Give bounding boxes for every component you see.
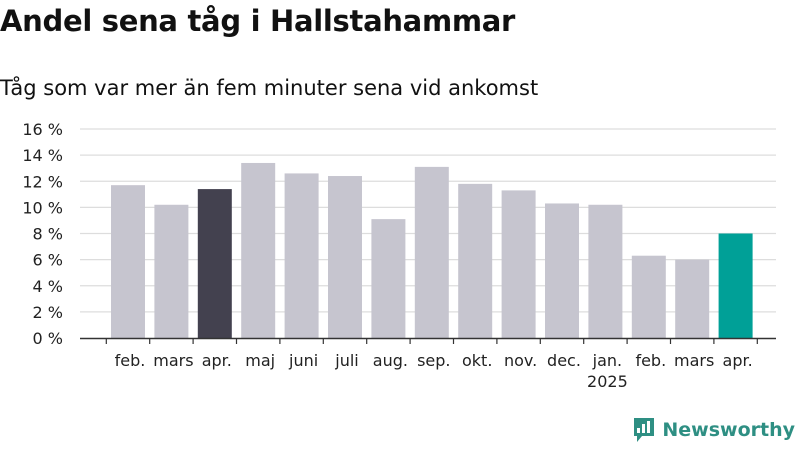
x-tick-label: okt. xyxy=(462,351,492,370)
x-tick-label: dec. xyxy=(547,351,581,370)
x-tick-label: sep. xyxy=(417,351,450,370)
newsworthy-logo[interactable]: Newsworthy xyxy=(632,415,795,445)
x-tick-label: apr. xyxy=(202,351,232,370)
y-tick-label: 16 % xyxy=(22,120,63,139)
x-tick-label: mars xyxy=(153,351,193,370)
x-tick-label: feb. xyxy=(635,351,666,370)
y-tick-label: 12 % xyxy=(22,172,63,191)
bar xyxy=(631,255,666,338)
x-tick-label: apr. xyxy=(723,351,753,370)
bar xyxy=(197,189,232,338)
x-tick-label: feb. xyxy=(115,351,146,370)
x-tick-label: juni xyxy=(288,351,318,370)
bar xyxy=(414,166,449,338)
x-tick-label: jan. xyxy=(592,351,622,370)
x-tick-label: aug. xyxy=(373,351,408,370)
x-tick-label: mars xyxy=(674,351,714,370)
bar xyxy=(284,173,319,338)
chart-subtitle: Tåg som var mer än fem minuter sena vid … xyxy=(0,76,539,100)
newsworthy-logo-text: Newsworthy xyxy=(662,419,795,441)
y-tick-label: 6 % xyxy=(33,251,63,270)
bar xyxy=(501,190,536,338)
x-tick-label: juli xyxy=(334,351,358,370)
bar xyxy=(545,203,579,338)
bar xyxy=(111,185,145,338)
x-tick-label: maj xyxy=(245,351,275,370)
bar xyxy=(588,204,623,338)
newsworthy-logo-icon xyxy=(634,418,655,442)
y-tick-label: 0 % xyxy=(33,329,63,348)
bar xyxy=(675,259,710,338)
x-year-label: 2025 xyxy=(587,372,628,391)
bar xyxy=(154,204,189,338)
y-tick-label: 4 % xyxy=(33,277,63,296)
bar xyxy=(458,183,493,338)
bar xyxy=(718,233,753,338)
chart-title: Andel sena tåg i Hallstahammar xyxy=(0,4,516,38)
y-tick-label: 10 % xyxy=(22,198,63,217)
y-tick-label: 8 % xyxy=(33,225,63,244)
x-tick-label: nov. xyxy=(504,351,537,370)
y-tick-label: 2 % xyxy=(33,303,63,322)
bar xyxy=(371,219,406,338)
bar xyxy=(328,176,362,338)
bar xyxy=(241,162,276,338)
y-tick-label: 14 % xyxy=(22,146,63,165)
